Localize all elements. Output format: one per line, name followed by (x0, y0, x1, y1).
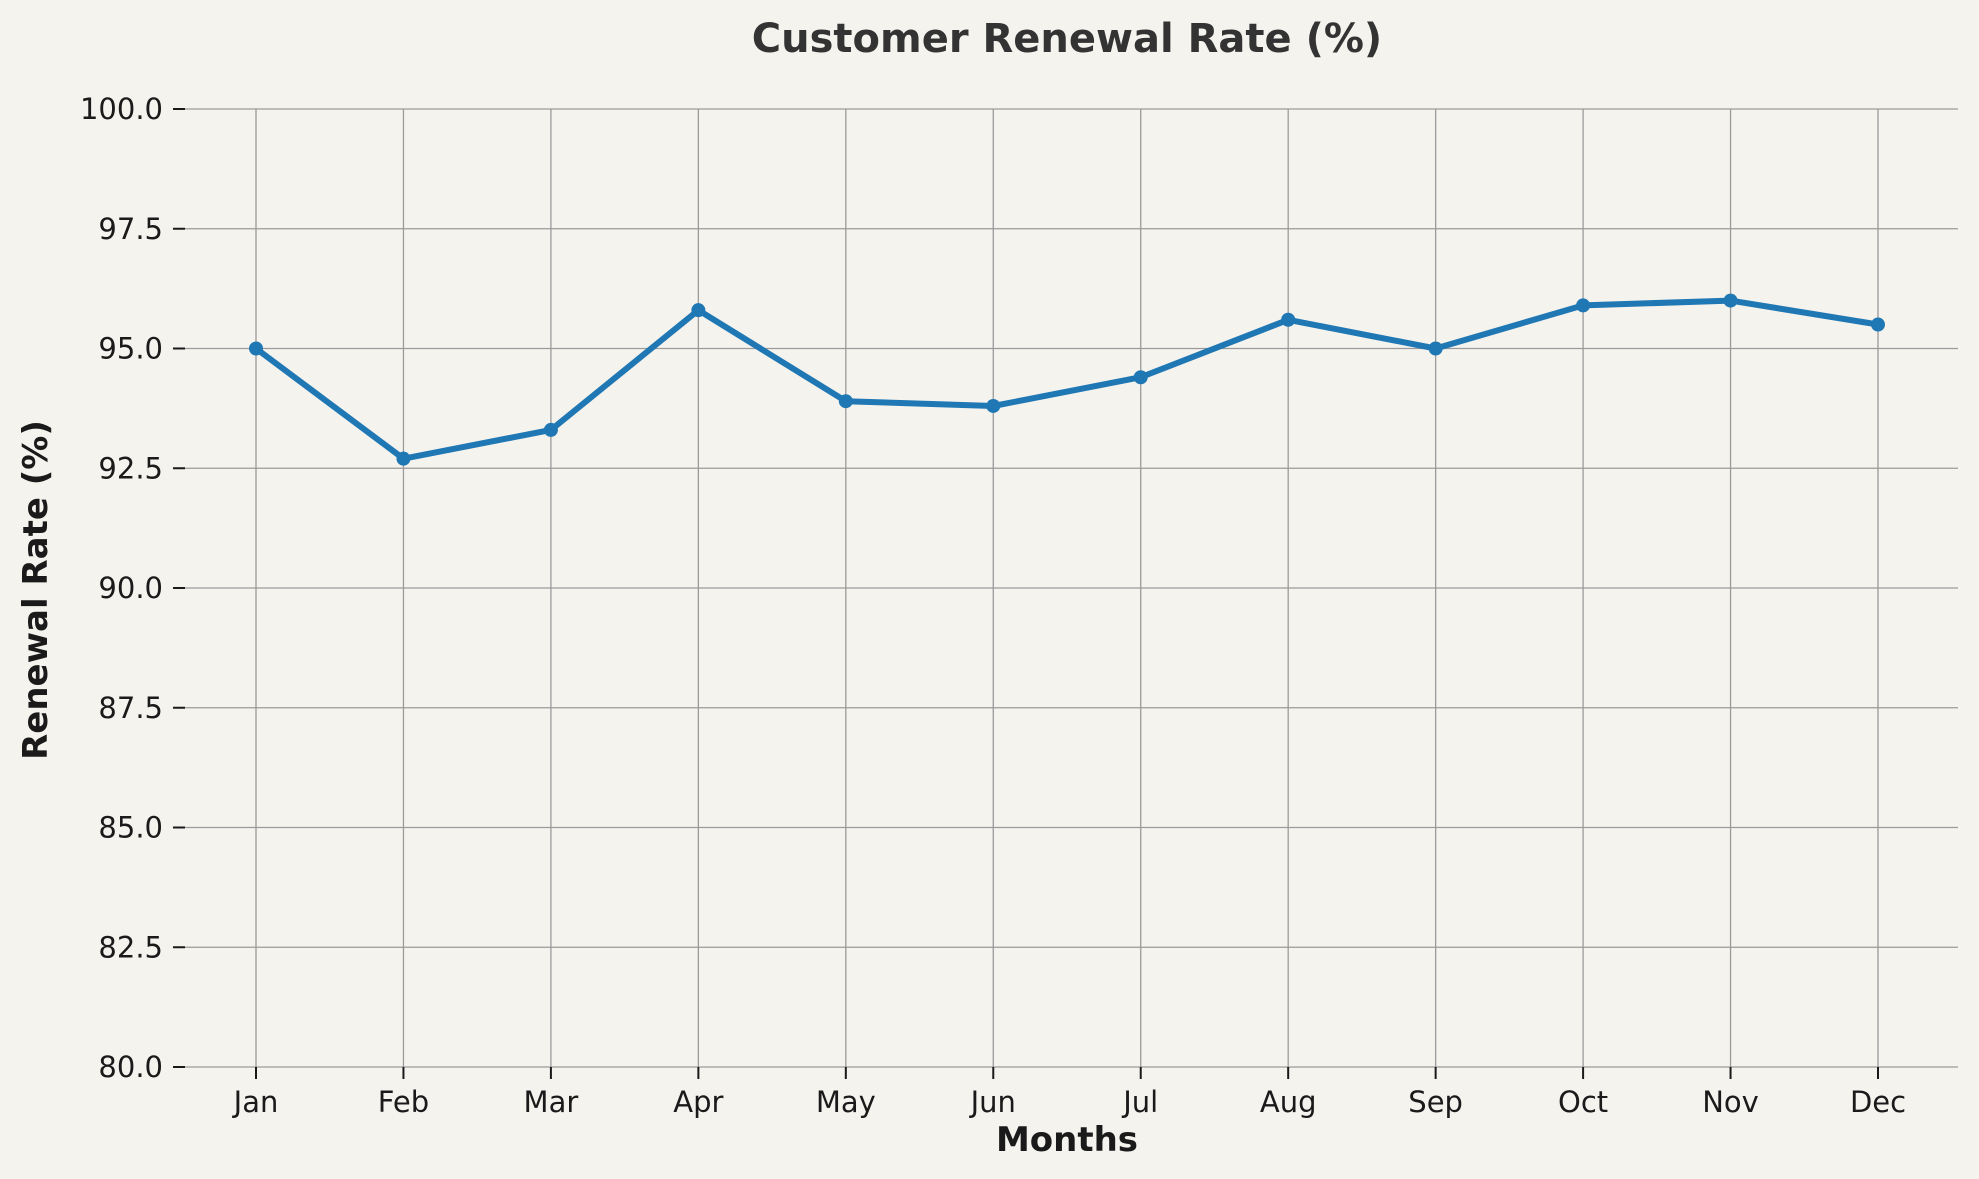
grid (185, 108, 1958, 1068)
chart-title: Customer Renewal Rate (%) (752, 16, 1382, 62)
series-line (254, 297, 1879, 462)
x-tick-label: May (816, 1085, 876, 1119)
y-tick-label: 87.5 (98, 691, 163, 725)
x-tick-label: Dec (1850, 1085, 1906, 1119)
x-tick-label: Feb (378, 1085, 429, 1119)
series (249, 293, 1885, 466)
y-tick-label: 80.0 (98, 1050, 163, 1084)
y-axis-label: Renewal Rate (%) (16, 420, 56, 760)
y-tick-label: 97.5 (98, 212, 163, 246)
data-point-jul (1133, 370, 1148, 385)
x-tick-label: Nov (1702, 1085, 1759, 1119)
data-point-aug (1281, 312, 1296, 327)
data-point-may (838, 394, 853, 409)
data-point-feb (396, 451, 411, 466)
data-point-dec (1871, 317, 1885, 332)
x-axis-label: Months (996, 1120, 1138, 1160)
x-tick-label: Aug (1260, 1085, 1317, 1119)
y-tick-label: 95.0 (98, 332, 163, 366)
y-tick-label: 82.5 (98, 930, 163, 964)
data-point-jan (249, 341, 263, 356)
y-tick-label: 90.0 (98, 571, 163, 605)
x-tick-label: Jul (1121, 1085, 1158, 1119)
y-tick-label: 100.0 (80, 92, 163, 126)
data-point-apr (691, 303, 706, 318)
y-tick-label: 92.5 (98, 451, 163, 485)
x-tick-label: Mar (524, 1085, 579, 1119)
x-tick-label: Oct (1558, 1085, 1608, 1119)
x-tick-label: Sep (1408, 1085, 1463, 1119)
data-point-jun (986, 398, 1001, 413)
data-point-sep (1428, 341, 1443, 356)
data-point-mar (543, 422, 558, 437)
x-tick-label: Jan (232, 1085, 279, 1119)
y-tick-label: 85.0 (98, 811, 163, 845)
x-axis: Jan Feb Mar Apr May Jun Jul Aug Sep Oct Nov Dec (232, 1067, 1906, 1119)
data-point-nov (1723, 293, 1738, 308)
data-point-oct (1576, 298, 1591, 313)
y-axis: 80.0 82.5 85.0 87.5 90.0 92.5 95.0 97.5 100.0 (80, 92, 185, 1084)
x-tick-label: Apr (673, 1085, 723, 1119)
x-tick-label: Jun (969, 1085, 1016, 1119)
